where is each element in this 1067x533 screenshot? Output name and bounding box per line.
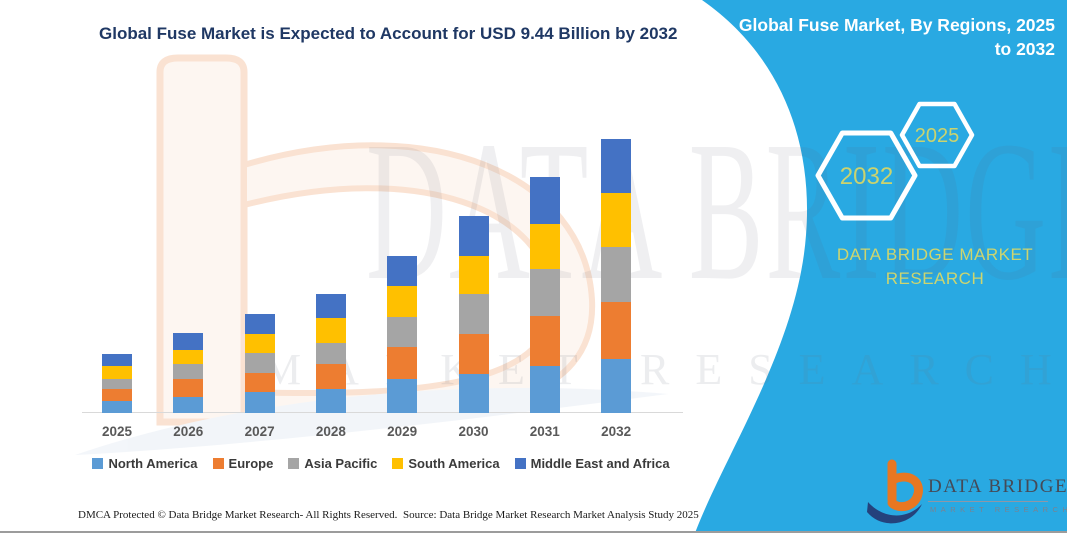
bar-segment	[102, 354, 132, 367]
data-bridge-b-icon	[867, 459, 923, 524]
bar-segment	[315, 364, 346, 389]
x-tick-label: 2031	[529, 424, 560, 439]
bar-column-2032	[601, 139, 632, 413]
bar-segment	[601, 302, 632, 360]
legend-item: Europe	[212, 456, 274, 471]
company-logo: DATA BRIDGE MARKET RESEARCH	[866, 458, 1067, 526]
bar-segment	[173, 332, 204, 351]
bar-segment	[387, 317, 418, 348]
x-tick-label: 2025	[101, 424, 133, 439]
logo-tagline-text: MARKET RESEARCH	[930, 505, 1067, 514]
bar-segment	[173, 350, 204, 364]
x-tick-label: 2028	[315, 424, 346, 439]
bar-segment	[315, 343, 346, 365]
bar-segment	[529, 366, 560, 413]
bar-column-2025	[102, 354, 132, 413]
legend-swatch-icon	[288, 458, 300, 469]
bar-segment	[102, 366, 132, 380]
bar-segment	[315, 388, 346, 413]
bar-segment	[529, 177, 560, 225]
x-tick-label: 2026	[173, 424, 204, 439]
chart-legend: North America Europe Asia Pacific South Ame…	[80, 456, 682, 471]
hexagon-2032-label: 2032	[840, 163, 893, 190]
bar-segment	[387, 379, 418, 413]
x-tick-label: 2027	[244, 424, 275, 439]
legend-label: South America	[408, 456, 500, 471]
hexagon-2025-label: 2025	[915, 125, 960, 147]
bar-segment	[529, 269, 560, 317]
bar-segment	[601, 247, 632, 303]
bar-segment	[244, 373, 275, 393]
legend-label: Middle East and Africa	[530, 456, 670, 471]
bar-segment	[529, 224, 560, 270]
bar-segment	[173, 379, 204, 397]
banner-title: Global Fuse Market, By Regions, 2025 to …	[725, 14, 1055, 61]
legend-label: Europe	[228, 456, 274, 471]
banner-title-line2: to 2032	[994, 38, 1055, 59]
x-tick-label: 2029	[387, 424, 418, 439]
bar-segment	[601, 139, 632, 194]
banner-title-line1: Global Fuse Market, By Regions, 2025	[738, 15, 1055, 35]
bar-segment	[102, 389, 132, 402]
bar-column-2026	[173, 332, 204, 413]
logo-name-text: DATA BRIDGE	[928, 476, 1067, 502]
bar-segment	[102, 401, 132, 413]
bar-segment	[529, 316, 560, 366]
bar-segment	[458, 374, 489, 413]
bar-segment	[244, 334, 275, 354]
legend-label: North America	[108, 456, 198, 471]
legend-item: South America	[392, 456, 500, 471]
bar-segment	[387, 286, 418, 318]
hexagon-2032-badge: 2032	[815, 130, 918, 221]
legend-item: Middle East and Africa	[514, 456, 670, 471]
hexagon-2025-badge: 2025	[899, 101, 975, 169]
bar-column-2031	[529, 177, 560, 413]
bar-segment	[315, 294, 346, 319]
bar-segment	[173, 363, 204, 379]
source-footer-text: Source: Data Bridge Market Research Mark…	[403, 509, 699, 521]
brand-wordmark: DATA BRIDGE MARKET RESEARCH	[836, 245, 1034, 288]
bar-segment	[458, 216, 489, 257]
bar-segment	[387, 256, 418, 287]
bar-column-2029	[387, 256, 418, 413]
bar-segment	[458, 256, 489, 295]
bar-segment	[244, 353, 275, 374]
bar-segment	[387, 347, 418, 380]
bar-segment	[173, 397, 204, 413]
legend-swatch-icon	[514, 458, 526, 469]
bar-segment	[601, 359, 632, 413]
bar-column-2028	[315, 294, 346, 413]
legend-swatch-icon	[92, 458, 104, 469]
dmca-footer-text: DMCA Protected © Data Bridge Market Rese…	[78, 509, 398, 521]
x-tick-label: 2032	[601, 424, 632, 439]
bar-column-2027	[244, 314, 275, 413]
legend-swatch-icon	[212, 458, 224, 469]
x-tick-label: 2030	[458, 424, 489, 439]
bar-segment	[244, 392, 275, 413]
bar-segment	[458, 334, 489, 375]
chart-title: Global Fuse Market is Expected to Accoun…	[99, 24, 678, 43]
x-axis-line	[82, 412, 683, 413]
bar-segment	[315, 318, 346, 344]
legend-swatch-icon	[392, 458, 404, 469]
legend-label: Asia Pacific	[304, 456, 378, 471]
bar-segment	[601, 193, 632, 248]
legend-item: Asia Pacific	[288, 456, 377, 471]
bar-segment	[458, 294, 489, 335]
legend-item: North America	[92, 456, 198, 471]
bar-column-2030	[458, 216, 489, 413]
bar-segment	[244, 314, 275, 335]
bar-segment	[102, 379, 132, 390]
